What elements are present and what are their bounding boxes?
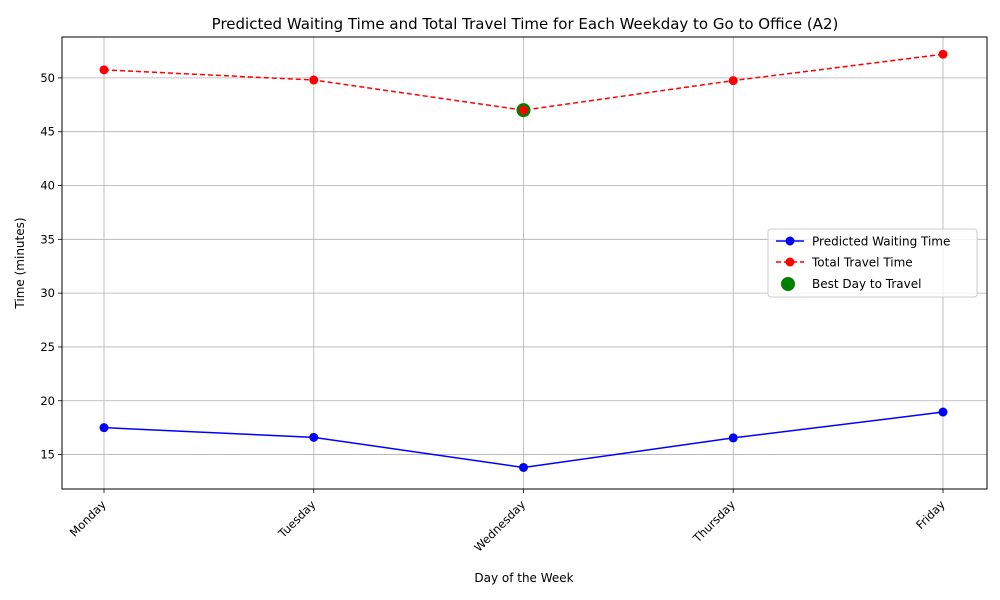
legend-marker-waiting xyxy=(785,236,795,246)
y-axis-label: Time (minutes) xyxy=(13,217,27,309)
legend-marker-travel xyxy=(785,257,795,267)
y-tick-label: 20 xyxy=(40,394,55,408)
series-point-1-overlay xyxy=(519,105,528,115)
legend-label-best-day: Best Day to Travel xyxy=(812,277,921,291)
series-point-0 xyxy=(99,423,109,433)
series-point-0 xyxy=(309,432,319,442)
chart-title: Predicted Waiting Time and Total Travel … xyxy=(212,15,839,33)
series-point-0 xyxy=(728,433,738,443)
x-axis-label: Day of the Week xyxy=(474,571,573,585)
series-point-1 xyxy=(728,76,738,86)
series-point-0 xyxy=(938,407,948,417)
y-tick-label: 35 xyxy=(40,232,55,246)
legend-marker-best-day xyxy=(781,277,795,291)
y-tick-label: 40 xyxy=(40,179,55,193)
legend-label-travel: Total Travel Time xyxy=(811,256,913,270)
y-tick-label: 15 xyxy=(40,448,55,462)
legend-box xyxy=(767,228,978,298)
y-axis: 15 20 25 30 35 40 45 50 xyxy=(40,71,62,462)
series-point-1 xyxy=(309,75,319,85)
series-point-1 xyxy=(99,65,109,75)
series-point-0 xyxy=(519,462,528,472)
y-tick-label: 50 xyxy=(40,71,55,85)
plot-frame xyxy=(61,36,988,490)
series-line-1 xyxy=(103,53,944,111)
series-layer xyxy=(99,49,948,472)
legend-label-waiting: Predicted Waiting Time xyxy=(812,235,950,249)
series-point-1 xyxy=(938,49,948,59)
legend: Predicted Waiting Time Total Travel Time… xyxy=(767,228,978,298)
y-tick-label: 30 xyxy=(40,286,55,300)
y-tick-label: 25 xyxy=(40,340,55,354)
y-tick-label: 45 xyxy=(40,125,55,139)
